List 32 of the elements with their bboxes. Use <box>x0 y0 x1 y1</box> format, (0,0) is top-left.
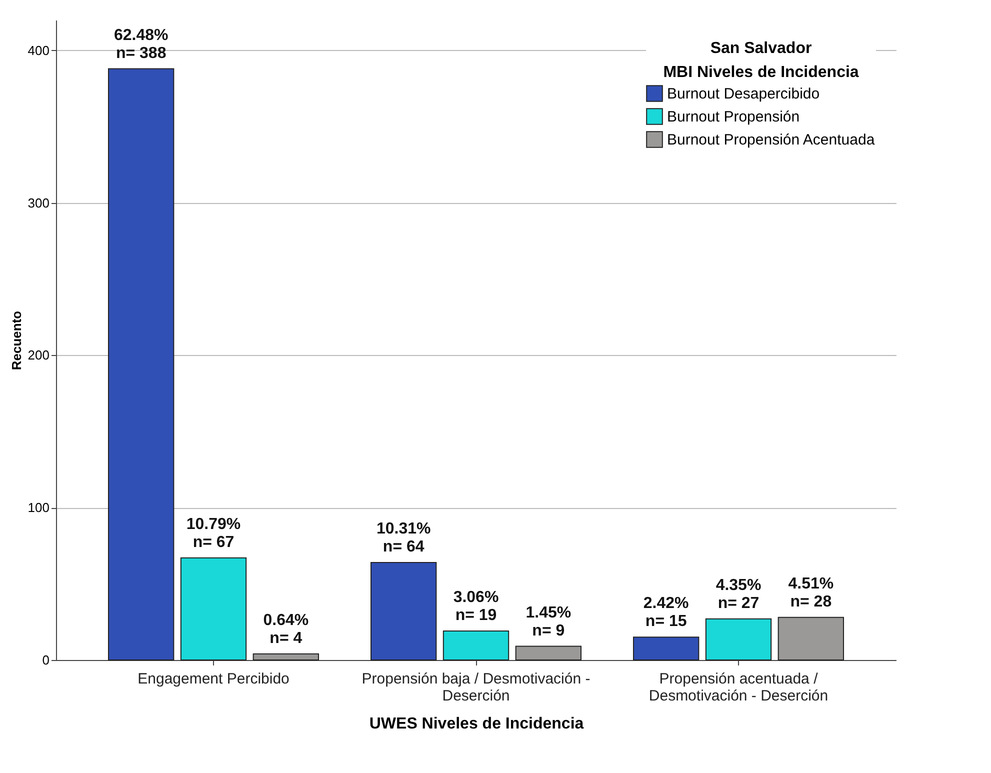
legend-title: San Salvador MBI Niveles de Incidencia <box>663 40 859 81</box>
bar <box>515 646 582 660</box>
x-tick-label: Engagement Percibido <box>138 670 290 688</box>
bar <box>633 636 700 660</box>
bar <box>252 653 319 660</box>
y-tick-label: 100 <box>28 500 50 516</box>
data-label: 4.51% n= 28 <box>788 575 834 610</box>
data-label: 1.45% n= 9 <box>526 604 572 640</box>
y-tick-label: 400 <box>28 42 50 58</box>
bar <box>108 68 174 660</box>
data-label: 0.64% n= 4 <box>263 612 309 647</box>
bar <box>442 630 510 660</box>
y-tick-label: 0 <box>42 652 50 668</box>
data-label: 3.06% n= 19 <box>453 589 499 624</box>
bar <box>705 618 772 660</box>
y-tick-label: 300 <box>28 195 50 210</box>
bar <box>370 562 437 660</box>
data-label: 2.42% n= 15 <box>643 595 689 630</box>
data-label: 4.35% n= 27 <box>716 576 762 612</box>
y-axis-title: Recuento <box>8 310 24 370</box>
bar <box>778 616 844 660</box>
x-tick-label: Propensión baja / Desmotivación - Deserción <box>362 670 590 704</box>
legend-label: Burnout Propensión Acentuada <box>667 132 876 148</box>
x-axis-title: UWES Niveles de Incidencia <box>369 716 584 732</box>
bar <box>180 557 247 660</box>
y-tick-label: 200 <box>28 348 50 363</box>
data-label: 62.48% n= 388 <box>114 26 168 62</box>
legend-label: Burnout Desapercibido <box>667 86 820 102</box>
x-tick-label: Propensión acentuada / Desmotivación - Deserción <box>648 670 828 704</box>
legend-label: Burnout Propensión <box>667 108 800 126</box>
data-label: 10.79% n= 67 <box>186 516 241 551</box>
data-label: 10.31% n= 64 <box>376 520 431 556</box>
